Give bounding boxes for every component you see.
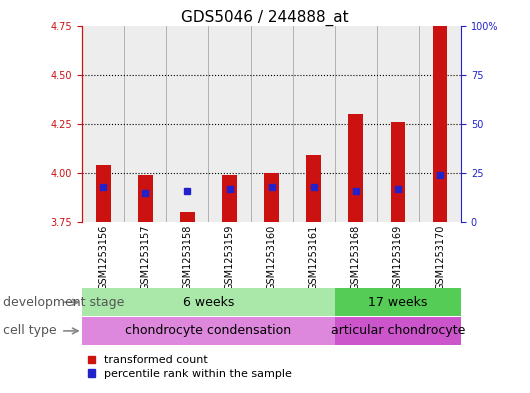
Text: cell type: cell type [3,324,56,338]
Bar [419,26,461,222]
Bar [96,165,111,222]
Text: 17 weeks: 17 weeks [368,296,428,309]
Bar [82,26,124,222]
Bar [222,175,237,222]
Bar [82,288,335,316]
Text: articular chondrocyte: articular chondrocyte [331,324,465,338]
Text: GDS5046 / 244888_at: GDS5046 / 244888_at [181,10,349,26]
Bar [377,26,419,222]
Text: chondrocyte condensation: chondrocyte condensation [126,324,292,338]
Bar [335,288,461,316]
Legend: transformed count, percentile rank within the sample: transformed count, percentile rank withi… [87,355,292,379]
Bar [124,26,166,222]
Bar [264,173,279,222]
Bar [348,114,363,222]
Bar [208,26,251,222]
Bar [432,26,447,222]
Bar [82,317,335,345]
Bar [293,26,335,222]
Bar [166,26,208,222]
Bar [391,122,405,222]
Bar [335,26,377,222]
Bar [306,155,321,222]
Bar [138,175,153,222]
Bar [180,212,195,222]
Text: development stage: development stage [3,296,124,309]
Bar [251,26,293,222]
Text: 6 weeks: 6 weeks [183,296,234,309]
Bar [335,317,461,345]
